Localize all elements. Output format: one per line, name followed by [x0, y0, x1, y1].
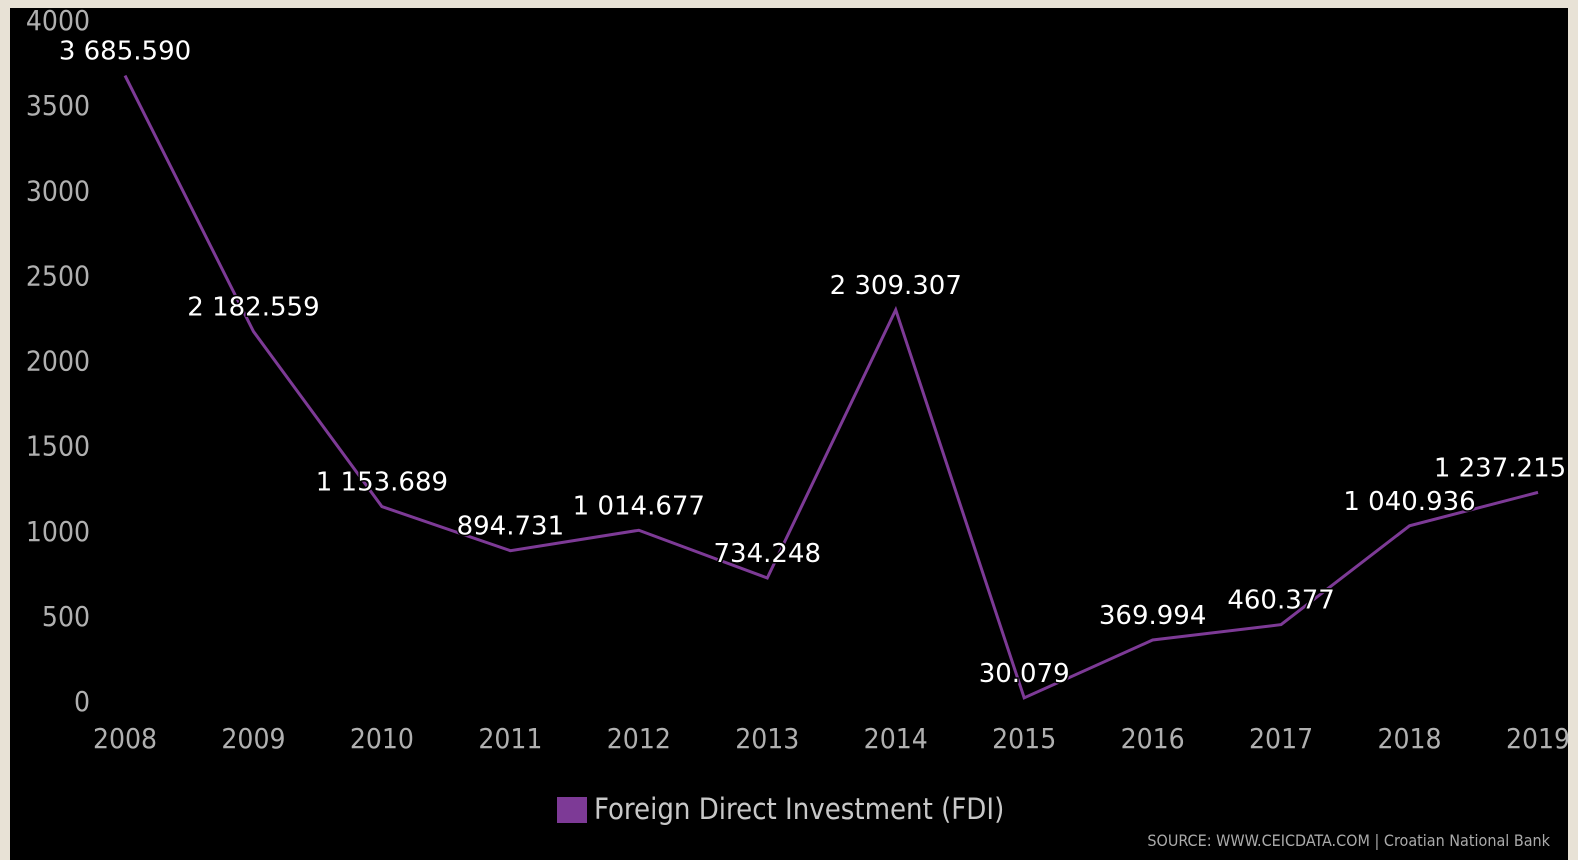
y-tick-label: 2000: [26, 345, 90, 378]
y-tick-label: 1500: [26, 430, 90, 463]
y-tick-label: 0: [74, 685, 90, 718]
data-label: 30.079: [979, 659, 1070, 689]
data-label: 3 685.590: [59, 37, 191, 67]
x-tick-label: 2013: [735, 722, 799, 755]
data-label: 460.377: [1227, 586, 1335, 616]
data-line: [123, 74, 1539, 700]
x-tick-label: 2015: [992, 722, 1056, 755]
x-tick-label: 2010: [350, 722, 414, 755]
chart-background: [10, 8, 1568, 860]
x-tick-label: 2008: [93, 722, 157, 755]
y-tick-label: 1000: [26, 515, 90, 548]
data-label: 734.248: [714, 539, 822, 569]
data-label: 1 153.689: [316, 468, 448, 498]
data-label: 369.994: [1099, 601, 1207, 631]
x-tick-label: 2019: [1506, 722, 1570, 755]
data-label: 2 182.559: [187, 292, 319, 322]
data-label: 1 014.677: [573, 491, 705, 521]
y-tick-label: 2500: [26, 259, 90, 292]
source-note: SOURCE: WWW.CEICDATA.COM | Croatian Nati…: [1147, 831, 1550, 850]
x-tick-label: 2017: [1249, 722, 1313, 755]
y-tick-label: 4000: [26, 4, 90, 37]
x-tick-label: 2011: [478, 722, 542, 755]
data-label: 894.731: [457, 512, 565, 542]
x-tick-label: 2009: [221, 722, 285, 755]
y-tick-label: 3000: [26, 174, 90, 207]
x-tick-label: 2012: [607, 722, 671, 755]
y-tick-label: 3500: [26, 89, 90, 122]
x-tick-label: 2014: [864, 722, 928, 755]
x-tick-label: 2016: [1121, 722, 1185, 755]
y-tick-label: 500: [42, 600, 90, 633]
legend-swatch: [557, 797, 587, 823]
data-label: 1 237.215: [1434, 453, 1566, 483]
legend-label: Foreign Direct Investment (FDI): [594, 792, 1004, 826]
data-label: 1 040.936: [1343, 487, 1475, 517]
data-label: 2 309.307: [830, 271, 962, 301]
x-tick-label: 2018: [1377, 722, 1441, 755]
